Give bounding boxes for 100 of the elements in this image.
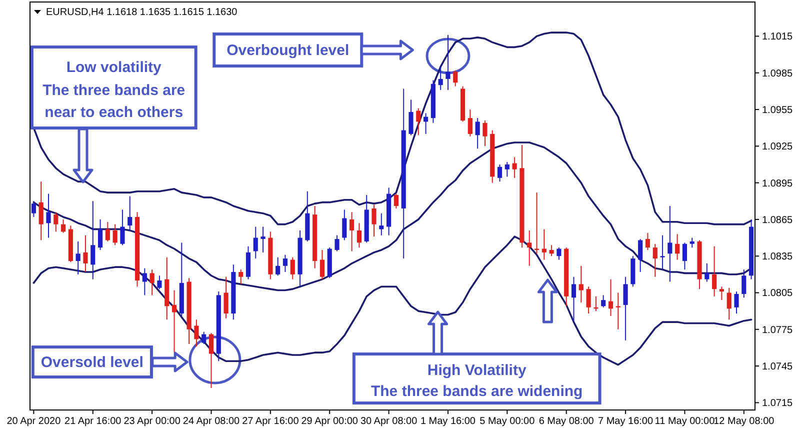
candlestick: [260, 226, 266, 253]
candlestick: [320, 249, 325, 280]
candlestick: [468, 108, 472, 137]
candlestick: [675, 234, 680, 260]
annotation: Low volatility The three bands are near to each others: [42, 59, 186, 121]
x-tick-label: 27 Apr 16:00: [242, 416, 300, 427]
candlestick: [83, 234, 88, 272]
candlestick: [394, 193, 398, 209]
candlestick: [652, 243, 658, 278]
x-tick-label: 6 May 08:00: [538, 416, 594, 427]
candlestick: [623, 276, 628, 341]
candlestick: [704, 262, 710, 282]
candlestick: [60, 218, 66, 234]
annotation: Overbought level: [226, 42, 350, 59]
candlestick: [54, 212, 58, 232]
candlestick: [497, 164, 502, 182]
text: EURUSD,H4 1.1618 1.1635 1.1615 1.1630: [46, 7, 238, 18]
candlestick: [616, 292, 620, 330]
candlestick: [438, 66, 443, 90]
x-tick-label: 23 Apr 00:00: [124, 416, 181, 427]
candlestick: [356, 222, 362, 248]
candlestick: [601, 294, 606, 308]
y-tick-label: 1.0745: [762, 362, 794, 373]
x-tick-label: 12 May 08:00: [714, 416, 775, 427]
candlestick: [446, 34, 450, 90]
candlestick: [142, 268, 147, 296]
x-tick-label: 11 May 00:00: [654, 416, 716, 427]
candlestick: [112, 224, 118, 246]
candlestick: [46, 193, 51, 238]
candlestick: [334, 234, 340, 252]
candlestick: [90, 200, 96, 280]
y-tick-label: 1.0985: [762, 68, 794, 80]
candlestick: [416, 108, 421, 136]
candlestick: [208, 332, 214, 389]
y-tick-label: 1.0715: [762, 398, 794, 410]
candlestick: [38, 181, 44, 241]
candlestick: [350, 212, 354, 252]
candlestick: [512, 156, 517, 178]
candlestick: [379, 212, 384, 236]
candlestick: [645, 232, 650, 250]
annotation: High Volatility The three bands are widening: [371, 362, 583, 400]
candlestick: [282, 254, 288, 272]
candlestick: [742, 269, 746, 298]
candlestick: [76, 240, 80, 275]
candlestick: [342, 209, 347, 241]
candlestick: [128, 196, 132, 231]
x-tick-label: 29 Apr 00:00: [301, 416, 358, 427]
y-tick-label: 1.0895: [762, 178, 794, 190]
candlestick: [608, 278, 614, 316]
candlestick: [423, 112, 428, 134]
candlestick: [194, 319, 199, 347]
x-tick-label: 1 May 16:00: [420, 416, 476, 427]
candlestick: [453, 70, 458, 87]
candlestick: [202, 331, 206, 345]
x-tick-label: 24 Apr 08:00: [182, 416, 240, 427]
candlestick: [290, 256, 295, 280]
candlestick: [712, 246, 717, 297]
candlestick: [542, 228, 546, 260]
candlestick: [578, 265, 584, 304]
candlestick: [668, 206, 672, 282]
candlestick: [372, 204, 376, 238]
candlestick: [482, 120, 488, 147]
line-series: [32, 236, 752, 366]
x-tick-label: 20 Apr 2020: [6, 416, 62, 427]
candlestick: [157, 275, 162, 290]
candlestick: [172, 290, 177, 354]
candlestick: [238, 269, 244, 285]
candlestick: [475, 118, 480, 150]
annotation: Oversold level: [40, 354, 144, 371]
candlestick: [682, 242, 688, 270]
x-tick-label: 7 May 16:00: [598, 416, 654, 427]
candlestick: [504, 162, 510, 178]
candlestick: [276, 256, 280, 276]
candlestick: [31, 200, 36, 218]
line-series: [32, 32, 752, 226]
y-tick-label: 1.0955: [762, 104, 794, 116]
candlestick: [549, 244, 554, 257]
candlestick: [726, 287, 732, 320]
x-tick-label: 5 May 00:00: [480, 416, 536, 427]
candlestick: [105, 221, 110, 242]
candlestick: [734, 291, 739, 314]
candlestick: [253, 226, 258, 260]
candlestick: [556, 247, 562, 260]
y-tick-label: 1.0775: [762, 324, 794, 336]
candlestick: [571, 276, 576, 322]
y-tick-label: 1.0805: [762, 288, 794, 300]
y-tick-label: 1.0925: [762, 142, 794, 153]
candlestick: [224, 276, 228, 319]
candlestick: [586, 286, 591, 314]
candlestick: [527, 230, 532, 266]
candlestick: [719, 286, 724, 301]
candlestick: [150, 269, 154, 296]
candlestick: [660, 234, 665, 270]
y-tick-label: 1.1015: [762, 32, 794, 43]
candlestick: [98, 218, 103, 250]
candlestick: [120, 209, 125, 246]
y-tick-label: 1.0835: [762, 252, 794, 263]
candlestick: [690, 237, 694, 248]
x-tick-label: 21 Apr 16:00: [64, 416, 122, 427]
candlestick: [408, 99, 414, 136]
